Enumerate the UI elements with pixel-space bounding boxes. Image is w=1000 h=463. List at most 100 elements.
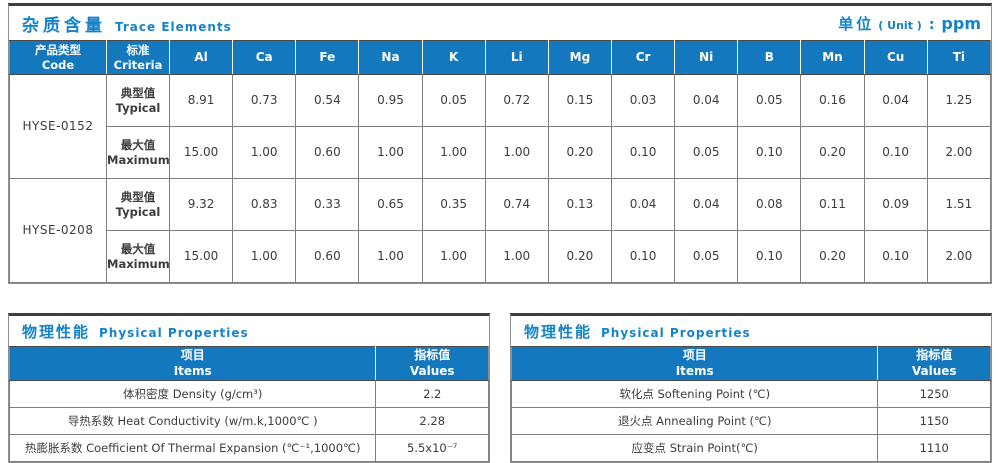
column-header-items-en: Items (173, 363, 212, 378)
column-header-values-zh: 指标值 (916, 347, 953, 362)
value-cell: 0.10 (863, 230, 928, 283)
column-header-element: K (421, 40, 486, 75)
value-cell: 0.10 (737, 126, 802, 179)
column-header-items-zh: 项目 (180, 347, 205, 362)
criteria-type-cell: 典型值 Typical (106, 74, 170, 127)
table-row: 最大值 Maximum 15.00 1.00 0.60 1.00 1.00 1.… (10, 126, 992, 179)
product-code-cell: HYSE-0152 (9, 74, 107, 179)
value-cell: 1.00 (484, 230, 549, 283)
column-header-element: Mn (800, 40, 865, 75)
section-title: 物理性能 Physical Properties (22, 321, 249, 342)
property-item-cell: 应变点 Strain Point(℃) (510, 434, 879, 462)
criteria-type-en: Typical (115, 100, 161, 115)
column-header-code-zh: 产品类型 (35, 42, 81, 57)
value-cell: 0.20 (547, 126, 612, 179)
value-cell: 0.05 (674, 230, 739, 283)
column-header-element: Mg (547, 40, 612, 75)
value-cell: 0.10 (863, 126, 928, 179)
property-value-cell: 2.28 (375, 407, 489, 435)
physical-properties-table-2: 项目 Items 指标值 Values 软化点 Softening Point … (510, 346, 991, 462)
criteria-type-zh: 典型值 (120, 85, 156, 100)
section-title: 杂质含量 Trace Elements (22, 11, 232, 36)
value-cell: 0.60 (295, 230, 360, 283)
value-cell: 1.00 (421, 230, 486, 283)
table-row: HYSE-0208 典型值 Typical 9.32 0.83 0.33 0.6… (9, 178, 992, 283)
property-value-cell: 2.2 (375, 380, 489, 408)
value-cell: 0.03 (610, 74, 676, 127)
unit-label-zh: 单位 (838, 14, 875, 33)
product-code-cell: HYSE-0208 (9, 178, 107, 283)
property-item-cell: 退火点 Annealing Point (℃) (510, 407, 879, 435)
section-title-en: Physical Properties (99, 325, 249, 340)
column-header-items-zh: 项目 (682, 347, 707, 362)
value-cell: 0.35 (421, 178, 486, 231)
value-cell: 0.73 (232, 74, 297, 127)
column-header-element: Li (484, 40, 549, 75)
value-cell: 0.05 (674, 126, 739, 179)
value-cell: 0.08 (737, 178, 802, 231)
physical-properties-row: 物理性能 Physical Properties 项目 Items 指标值 Val… (8, 313, 992, 463)
value-cell: 0.15 (547, 74, 612, 127)
phys-header-row: 项目 Items 指标值 Values (510, 346, 991, 381)
trace-elements-title-band: 杂质含量 Trace Elements 单位 ( Unit ) : ppm (9, 6, 991, 40)
property-value-cell: 1250 (877, 380, 991, 408)
value-cell: 0.04 (674, 74, 739, 127)
value-cell: 0.54 (295, 74, 360, 127)
column-header-items-en: Items (675, 363, 714, 378)
value-cell: 15.00 (168, 126, 234, 179)
physical-properties-table-1: 项目 Items 指标值 Values 体积密度 Density (g/cm³)… (8, 346, 489, 462)
value-cell: 1.51 (926, 178, 992, 231)
value-cell: 1.00 (232, 126, 297, 179)
value-cell: 0.16 (800, 74, 865, 127)
value-cell: 0.13 (547, 178, 612, 231)
unit-label-en: ( Unit ) (878, 18, 922, 32)
value-cell: 0.05 (737, 74, 802, 127)
value-cell: 0.72 (484, 74, 549, 127)
column-header-values-zh: 指标值 (414, 347, 451, 362)
property-item-cell: 导热系数 Heat Conductivity (w/m.k,1000℃ ) (8, 407, 377, 435)
unit-label: 单位 ( Unit ) : ppm (838, 13, 981, 34)
value-cell: 0.05 (421, 74, 486, 127)
physical-properties-section-1: 物理性能 Physical Properties 项目 Items 指标值 Val… (8, 313, 490, 463)
physical-properties-section-2: 物理性能 Physical Properties 项目 Items 指标值 Val… (510, 313, 992, 463)
value-cell: 0.65 (358, 178, 423, 231)
column-header-code-en: Code (41, 57, 75, 72)
column-header-element: B (737, 40, 802, 75)
value-cell: 1.00 (358, 126, 423, 179)
value-cell: 8.91 (168, 74, 234, 127)
section-title-zh: 物理性能 (524, 322, 593, 341)
value-cell: 0.04 (610, 178, 676, 231)
criteria-type-zh: 最大值 (120, 241, 156, 256)
criteria-type-zh: 最大值 (120, 137, 156, 152)
column-header-items: 项目 Items (510, 346, 879, 381)
criteria-type-cell: 典型值 Typical (106, 178, 170, 231)
property-value-cell: 1110 (877, 434, 991, 462)
table-row: 热膨胀系数 Coefficient Of Thermal Expansion (… (8, 434, 489, 462)
unit-value: ppm (941, 13, 981, 33)
column-header-criteria-zh: 标准 (126, 42, 150, 57)
value-cell: 1.00 (232, 230, 297, 283)
property-item-cell: 软化点 Softening Point (℃) (510, 380, 879, 408)
value-cell: 1.00 (421, 126, 486, 179)
table-row: 体积密度 Density (g/cm³) 2.2 (8, 380, 489, 408)
criteria-type-en: Typical (115, 204, 161, 219)
value-cell: 0.20 (547, 230, 612, 283)
table-row: 最大值 Maximum 15.00 1.00 0.60 1.00 1.00 1.… (10, 230, 992, 283)
value-cell: 0.11 (800, 178, 865, 231)
section-title-en: Trace Elements (115, 19, 232, 34)
column-header-code: 产品类型 Code (9, 40, 107, 75)
column-header-values: 指标值 Values (877, 346, 991, 381)
column-header-element: Ni (674, 40, 739, 75)
section-title-zh: 物理性能 (22, 322, 91, 341)
value-cell: 1.00 (484, 126, 549, 179)
value-cell: 0.74 (484, 178, 549, 231)
value-cell: 1.25 (926, 74, 992, 127)
value-cell: 0.09 (863, 178, 928, 231)
section-title: 物理性能 Physical Properties (524, 321, 751, 342)
value-cell: 0.04 (674, 178, 739, 231)
column-header-element: Fe (295, 40, 360, 75)
table-row: HYSE-0152 典型值 Typical 8.91 0.73 0.54 0.9… (9, 74, 992, 179)
trace-elements-section: 杂质含量 Trace Elements 单位 ( Unit ) : ppm 产品类… (8, 3, 992, 284)
column-header-element: Na (358, 40, 423, 75)
value-cell: 2.00 (926, 230, 992, 283)
